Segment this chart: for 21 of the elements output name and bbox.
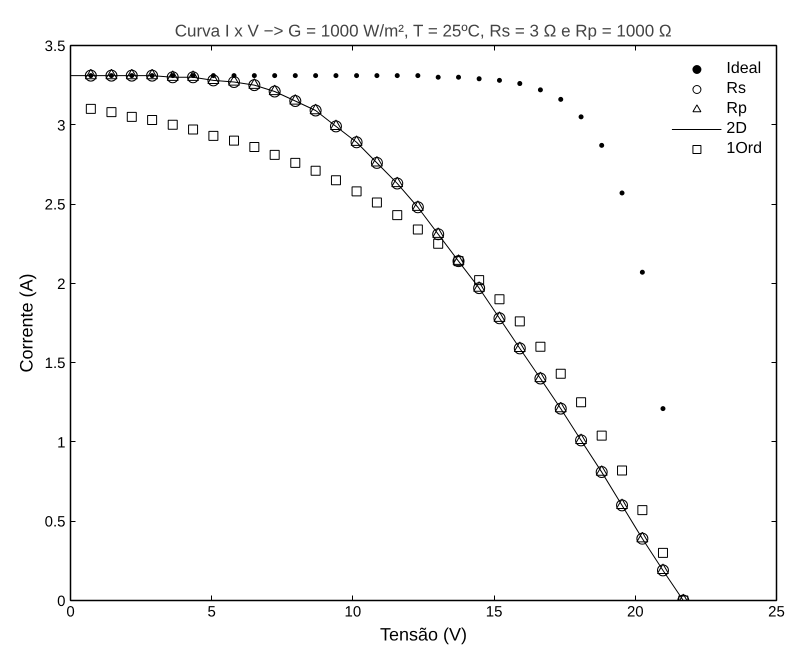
legend-label: Ideal — [726, 60, 762, 78]
legend-label: Rp — [726, 100, 747, 118]
y-tick-label: 0 — [57, 593, 66, 610]
y-tick-label: 2 — [57, 276, 66, 293]
x-tick-label: 20 — [626, 604, 644, 620]
y-tick-label: 3.5 — [44, 38, 66, 55]
x-tick-label: 5 — [208, 604, 216, 620]
y-tick-label: 2.5 — [44, 196, 66, 214]
y-tick-label: 1.5 — [44, 355, 66, 372]
chart-title: Curva I x V −> G = 1000 W/m², T = 25ºC, Rs = 3 Ω e Rp = 1000 Ω — [174, 22, 672, 40]
legend-label: Rs — [726, 80, 746, 98]
legend-label: 2D — [726, 120, 747, 138]
y-tick-label: 0.5 — [44, 514, 66, 531]
x-tick-label: 15 — [486, 604, 502, 620]
legend-label: 1Ord — [726, 140, 762, 158]
x-tick-label: 25 — [768, 604, 785, 620]
x-tick-label: 10 — [344, 604, 362, 620]
y-tick-label: 1 — [57, 434, 66, 452]
y-tick-label: 3 — [57, 117, 66, 134]
y-axis-title: Corrente (A) — [16, 273, 37, 373]
x-axis-title: Tensão (V) — [380, 624, 468, 644]
